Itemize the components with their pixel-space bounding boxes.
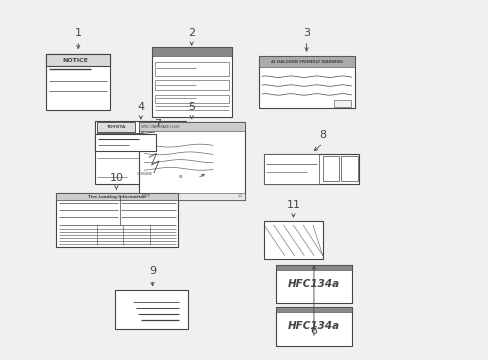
Bar xyxy=(264,221,322,259)
Text: 8: 8 xyxy=(319,130,325,140)
Text: 10: 10 xyxy=(109,173,123,183)
Bar xyxy=(333,100,350,107)
Bar xyxy=(151,47,232,117)
Text: 1: 1 xyxy=(75,28,81,38)
Bar xyxy=(154,81,229,90)
Text: HFC134a: HFC134a xyxy=(287,279,340,289)
Text: HFC134a: HFC134a xyxy=(287,321,340,331)
Bar xyxy=(259,56,354,108)
Bar xyxy=(56,193,178,247)
Bar xyxy=(341,156,357,181)
Bar xyxy=(322,156,338,181)
Text: AI HALOGEN FRIENDLY WARNING: AI HALOGEN FRIENDLY WARNING xyxy=(270,59,342,64)
Bar xyxy=(139,122,244,131)
Bar xyxy=(46,54,110,110)
Text: NOTE: NOTE xyxy=(141,194,150,198)
Bar xyxy=(95,134,156,151)
Text: GENUINE: GENUINE xyxy=(137,172,153,176)
Bar xyxy=(264,154,359,184)
Text: 3: 3 xyxy=(303,28,309,38)
Bar xyxy=(276,307,351,312)
Text: R1: R1 xyxy=(179,175,183,179)
Text: 5: 5 xyxy=(188,102,195,112)
Text: 2: 2 xyxy=(188,28,195,38)
Text: 11: 11 xyxy=(286,199,300,210)
Text: 1.1: 1.1 xyxy=(237,194,242,198)
Text: 6: 6 xyxy=(310,325,317,336)
Bar xyxy=(97,122,135,132)
Bar xyxy=(276,307,351,346)
Bar xyxy=(139,122,244,200)
Bar xyxy=(56,193,178,200)
Bar xyxy=(46,54,110,66)
Bar xyxy=(139,193,244,200)
Bar xyxy=(115,290,188,329)
Text: 7: 7 xyxy=(154,119,161,129)
Text: NOTICE: NOTICE xyxy=(62,58,88,63)
Bar xyxy=(151,47,232,56)
Text: 9: 9 xyxy=(149,266,156,276)
Bar xyxy=(276,265,351,270)
Text: 4: 4 xyxy=(137,102,144,112)
Text: TOYOTA: TOYOTA xyxy=(107,125,126,129)
Text: SPEC ONE BRAKE FLUID: SPEC ONE BRAKE FLUID xyxy=(141,125,180,129)
Text: Tire Loading Information: Tire Loading Information xyxy=(88,195,146,199)
Bar xyxy=(264,154,318,184)
Bar xyxy=(154,62,229,76)
Bar xyxy=(276,265,351,303)
Bar xyxy=(95,121,185,184)
Bar xyxy=(154,95,229,103)
Bar xyxy=(259,56,354,67)
